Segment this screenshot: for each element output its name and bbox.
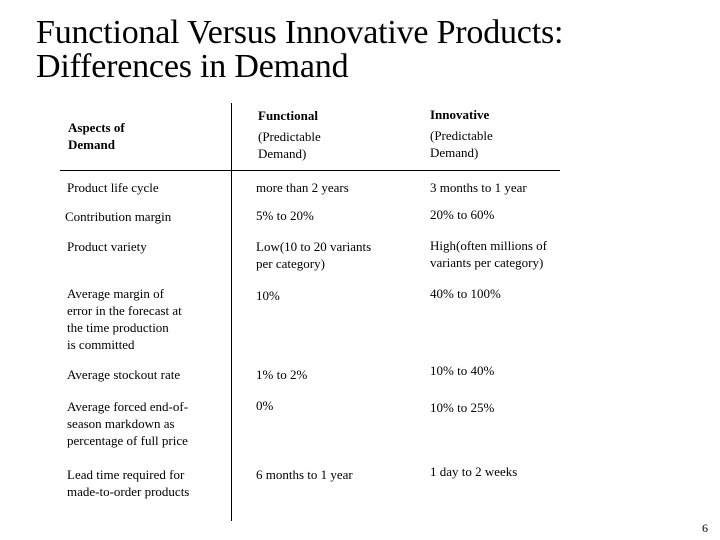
table-row-innovative: 40% to 100% <box>430 285 501 302</box>
table-row-aspect: Contribution margin <box>65 208 171 225</box>
aspect-line: the time production <box>67 320 169 335</box>
header-aspects-line-1: Aspects of <box>68 120 125 135</box>
aspect-line: Contribution margin <box>65 209 172 224</box>
aspect-line: Average stockout rate <box>67 367 181 382</box>
slide-title: Functional Versus Innovative Products: D… <box>36 16 563 84</box>
innovative-line: 3 months to 1 year <box>430 180 527 195</box>
slide-title-line-1: Functional Versus Innovative Products: <box>36 14 564 51</box>
aspect-line: error in the forecast at <box>67 303 182 318</box>
innovative-line: 40% to 100% <box>430 286 501 301</box>
functional-line: more than 2 years <box>256 180 349 195</box>
column-divider <box>231 103 232 521</box>
innovative-line: 20% to 60% <box>430 207 495 222</box>
table-row-aspect: Product life cycle <box>67 179 159 196</box>
innovative-line: 10% to 25% <box>430 400 495 415</box>
functional-line: 10% <box>256 288 280 303</box>
functional-line: 1% to 2% <box>256 367 308 382</box>
table-row-aspect: Average forced end-of- season markdown a… <box>67 398 188 449</box>
header-aspects: Aspects of Demand <box>68 119 125 153</box>
table-row-innovative: High(often millions of variants per cate… <box>430 237 547 271</box>
table-row-innovative: 20% to 60% <box>430 206 494 223</box>
aspect-line: percentage of full price <box>67 433 188 448</box>
header-innovative-sub-2: Demand) <box>430 145 479 160</box>
innovative-line: 1 day to 2 weeks <box>430 464 518 479</box>
innovative-line: 10% to 40% <box>430 363 495 378</box>
header-innovative-sub-1: (Predictable <box>430 128 493 143</box>
table-row-innovative: 3 months to 1 year <box>430 179 527 196</box>
table-row-functional: more than 2 years <box>256 179 349 196</box>
header-innovative-label: Innovative <box>430 107 490 122</box>
header-functional-sub-1: (Predictable <box>258 129 321 144</box>
header-functional: Functional (Predictable Demand) <box>258 107 321 162</box>
table-row-innovative: 1 day to 2 weeks <box>430 463 517 480</box>
aspect-line: made-to-order products <box>67 484 190 499</box>
functional-line: 5% to 20% <box>256 208 314 223</box>
table-row-aspect: Average stockout rate <box>67 366 180 383</box>
functional-line: Low(10 to 20 variants <box>256 239 372 254</box>
page-number: 6 <box>702 521 708 535</box>
table-row-functional: 6 months to 1 year <box>256 466 353 483</box>
functional-line: 0% <box>256 398 274 413</box>
table-row-innovative: 10% to 25% <box>430 399 494 416</box>
table-row-aspect: Average margin of error in the forecast … <box>67 285 182 353</box>
aspect-line: is committed <box>67 337 135 352</box>
aspect-line: season markdown as <box>67 416 175 431</box>
table-row-aspect: Product variety <box>67 238 147 255</box>
functional-line: 6 months to 1 year <box>256 467 353 482</box>
aspect-line: Product variety <box>67 239 147 254</box>
aspect-line: Average forced end-of- <box>67 399 189 414</box>
table-row-functional: 1% to 2% <box>256 366 307 383</box>
header-innovative: Innovative (Predictable Demand) <box>430 106 493 161</box>
aspect-line: Lead time required for <box>67 467 185 482</box>
header-divider <box>60 170 560 171</box>
table-row-functional: 10% <box>256 287 280 304</box>
table-row-functional: 5% to 20% <box>256 207 314 224</box>
slide-title-line-2: Differences in Demand <box>36 48 349 85</box>
aspect-line: Average margin of <box>67 286 164 301</box>
header-aspects-line-2: Demand <box>68 137 115 152</box>
table-row-innovative: 10% to 40% <box>430 362 494 379</box>
aspect-line: Product life cycle <box>67 180 159 195</box>
functional-line: per category) <box>256 256 325 271</box>
header-functional-label: Functional <box>258 108 318 123</box>
innovative-line: High(often millions of <box>430 238 547 253</box>
table-row-aspect: Lead time required for made-to-order pro… <box>67 466 189 500</box>
header-functional-sub-2: Demand) <box>258 146 307 161</box>
innovative-line: variants per category) <box>430 255 544 270</box>
table-row-functional: 0% <box>256 397 273 414</box>
table-row-functional: Low(10 to 20 variants per category) <box>256 238 371 272</box>
